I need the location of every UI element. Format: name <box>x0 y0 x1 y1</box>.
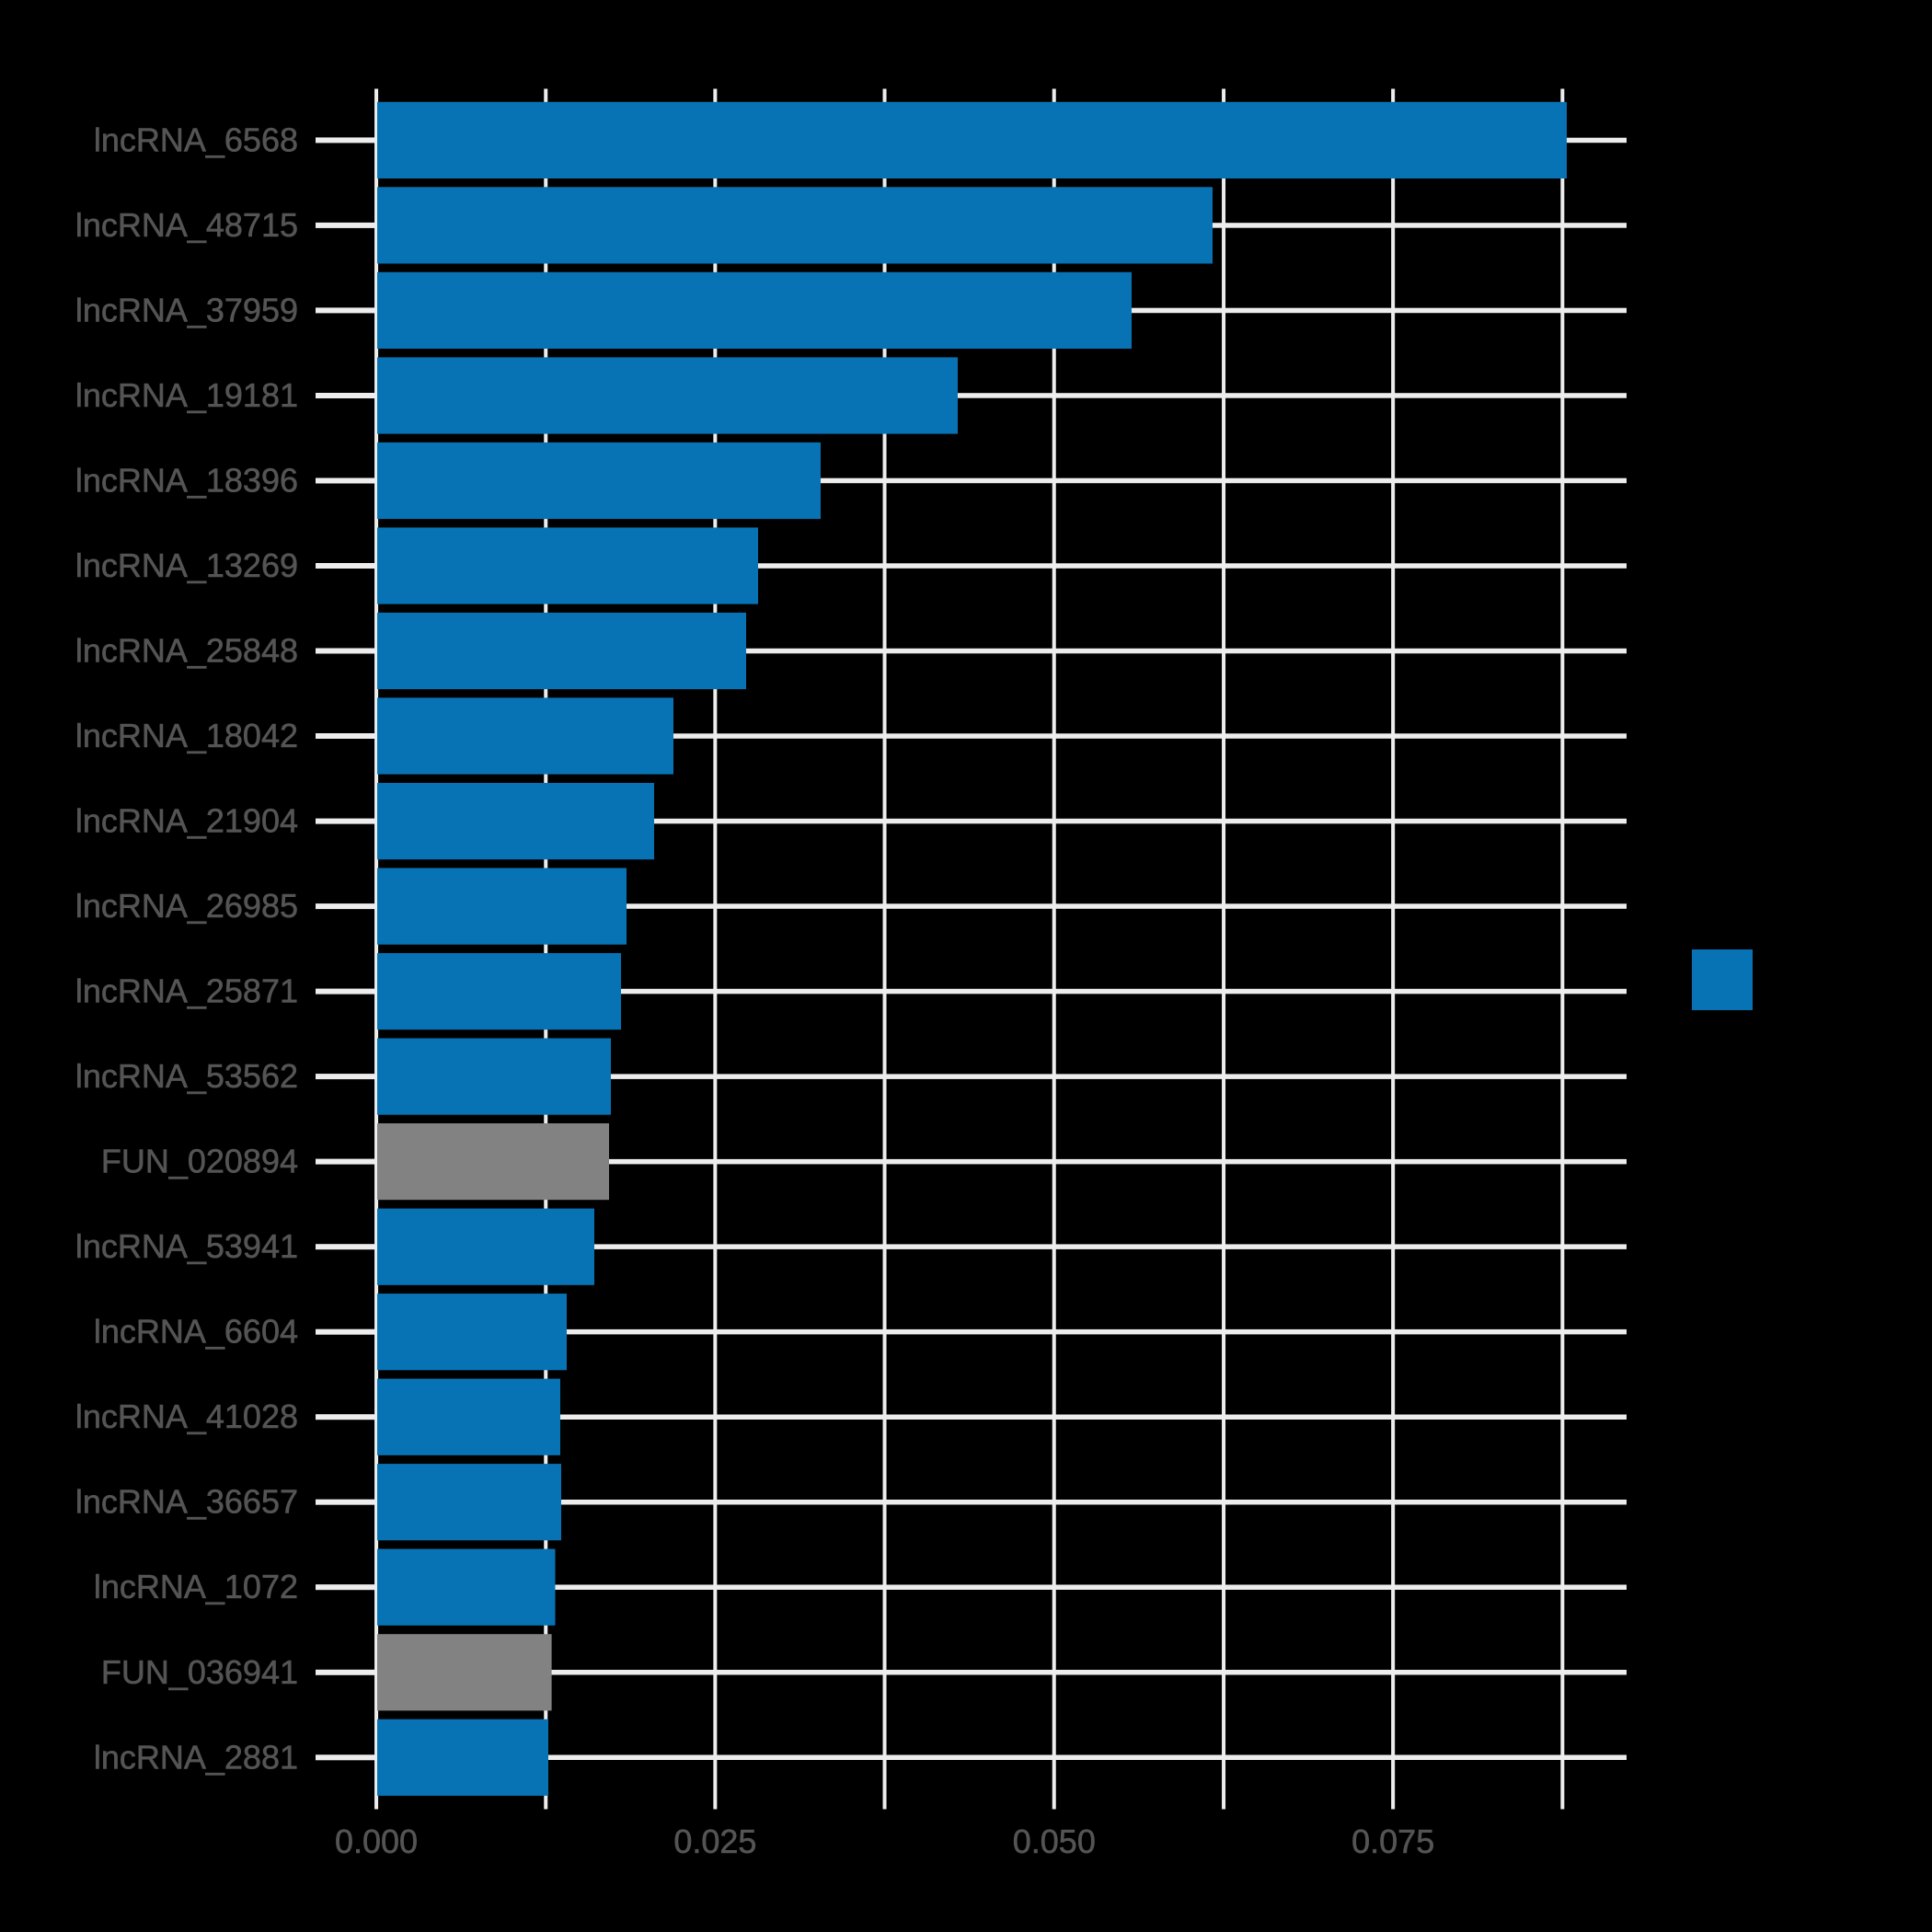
svg-text:lncRNA_37959: lncRNA_37959 <box>75 291 298 328</box>
svg-text:lncRNA_13269: lncRNA_13269 <box>75 546 298 584</box>
svg-text:lncRNA_36657: lncRNA_36657 <box>75 1483 298 1521</box>
svg-text:lncRNA_2881: lncRNA_2881 <box>94 1738 298 1776</box>
svg-text:0.050: 0.050 <box>1013 1823 1096 1860</box>
svg-text:lncRNA_48715: lncRNA_48715 <box>75 206 298 244</box>
svg-text:FUN_036941: FUN_036941 <box>101 1653 298 1691</box>
svg-text:lncRNA_21904: lncRNA_21904 <box>75 802 298 840</box>
svg-text:lncRNA_53941: lncRNA_53941 <box>75 1227 298 1265</box>
svg-text:lncRNA_1072: lncRNA_1072 <box>94 1568 298 1605</box>
svg-text:lncRNA_26985: lncRNA_26985 <box>75 887 298 925</box>
svg-text:lncRNA_25871: lncRNA_25871 <box>75 972 298 1010</box>
svg-text:lncRNA_6604: lncRNA_6604 <box>94 1313 298 1351</box>
svg-text:lncRNA_53562: lncRNA_53562 <box>75 1057 298 1095</box>
svg-text:lncRNA_19181: lncRNA_19181 <box>75 376 298 414</box>
svg-text:lncRNA_6568: lncRNA_6568 <box>94 121 298 158</box>
svg-text:FUN_020894: FUN_020894 <box>101 1143 298 1180</box>
svg-text:0.000: 0.000 <box>335 1823 418 1860</box>
svg-text:lncRNA_25848: lncRNA_25848 <box>75 632 298 670</box>
svg-text:lncRNA_18042: lncRNA_18042 <box>75 717 298 754</box>
svg-text:lncRNA_18396: lncRNA_18396 <box>75 462 298 500</box>
svg-text:lncRNA_41028: lncRNA_41028 <box>75 1397 298 1435</box>
svg-text:0.075: 0.075 <box>1351 1823 1434 1860</box>
svg-text:0.025: 0.025 <box>673 1823 756 1860</box>
